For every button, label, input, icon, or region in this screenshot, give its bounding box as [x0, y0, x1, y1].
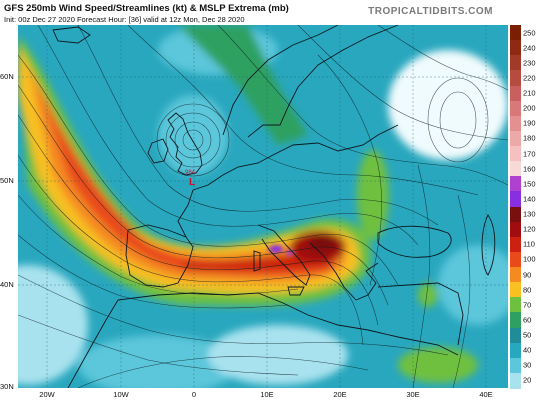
- chart-subtitle: Init: 00z Dec 27 2020 Forecast Hour: [36…: [4, 15, 245, 24]
- colorbar-swatch: [510, 206, 521, 223]
- colorbar-label: 40: [523, 345, 532, 355]
- colorbar-label: 50: [523, 330, 532, 340]
- coastlines: [52, 25, 496, 388]
- colorbar-swatch: [510, 146, 521, 162]
- colorbar-label: 150: [523, 179, 536, 189]
- colorbar-swatch: [510, 267, 521, 283]
- colorbar-label: 200: [523, 103, 536, 113]
- low-pressure-symbol: L: [189, 177, 195, 188]
- lon-label-30e: 30E: [406, 390, 420, 399]
- colorbar: [510, 25, 521, 389]
- colorbar-label: 160: [523, 164, 536, 174]
- colorbar-swatch: [510, 342, 521, 359]
- wind-speed-map: 984 L: [18, 25, 508, 388]
- colorbar-label: 60: [523, 315, 532, 325]
- colorbar-label: 240: [523, 43, 536, 53]
- lat-label-40n: 40N: [0, 280, 14, 289]
- lon-label-20e: 20E: [333, 390, 347, 399]
- colorbar-label: 120: [523, 224, 536, 234]
- colorbar-swatch: [510, 25, 521, 41]
- colorbar-label: 70: [523, 300, 532, 310]
- map-canvas: 984 L: [18, 25, 508, 388]
- colorbar-swatch: [510, 297, 521, 313]
- colorbar-label: 20: [523, 375, 532, 385]
- chart-title: GFS 250mb Wind Speed/Streamlines (kt) & …: [4, 3, 289, 14]
- colorbar-label: 80: [523, 285, 532, 295]
- colorbar-swatch: [510, 312, 521, 328]
- colorbar-swatch: [510, 55, 521, 71]
- lon-label-40e: 40E: [479, 390, 493, 399]
- colorbar-swatch: [510, 115, 521, 132]
- colorbar-swatch: [510, 176, 521, 192]
- wind-speed-field: [18, 25, 508, 388]
- colorbar-label: 170: [523, 149, 536, 159]
- colorbar-swatch: [510, 70, 521, 86]
- colorbar-swatch: [510, 251, 521, 268]
- lon-label-10e: 10E: [260, 390, 274, 399]
- lon-label-0: 0: [191, 390, 197, 399]
- colorbar-swatch: [510, 236, 521, 253]
- colorbar-label: 140: [523, 194, 536, 204]
- graticule: [18, 25, 508, 388]
- colorbar-swatch: [510, 100, 521, 117]
- colorbar-swatch: [510, 372, 521, 389]
- colorbar-label: 210: [523, 88, 536, 98]
- colorbar-swatch: [510, 282, 521, 298]
- colorbar-label: 90: [523, 270, 532, 280]
- colorbar-label: 110: [523, 239, 535, 249]
- colorbar-label: 220: [523, 73, 536, 83]
- colorbar-swatch: [510, 85, 521, 102]
- lon-label-10w: 10W: [113, 390, 129, 399]
- colorbar-swatch: [510, 191, 521, 207]
- lat-label-30n: 30N: [0, 382, 14, 391]
- colorbar-swatch: [510, 327, 521, 344]
- colorbar-label: 180: [523, 133, 536, 143]
- brand-watermark: TROPICALTIDBITS.COM: [368, 6, 493, 17]
- colorbar-label: 190: [523, 118, 536, 128]
- low-pressure-value: 984: [185, 170, 196, 176]
- colorbar-label: 100: [523, 254, 536, 264]
- colorbar-label: 230: [523, 58, 536, 68]
- colorbar-label: 130: [523, 209, 536, 219]
- colorbar-swatch: [510, 161, 521, 177]
- streamlines: [18, 25, 508, 388]
- colorbar-swatch: [510, 221, 521, 238]
- lon-label-20w: 20W: [39, 390, 55, 399]
- lat-label-60n: 60N: [0, 72, 14, 81]
- colorbar-swatch: [510, 357, 521, 374]
- lat-label-50n: 50N: [0, 176, 14, 185]
- colorbar-label: 30: [523, 360, 532, 370]
- colorbar-swatch: [510, 130, 521, 147]
- colorbar-swatch: [510, 40, 521, 56]
- colorbar-label: 250: [523, 28, 536, 38]
